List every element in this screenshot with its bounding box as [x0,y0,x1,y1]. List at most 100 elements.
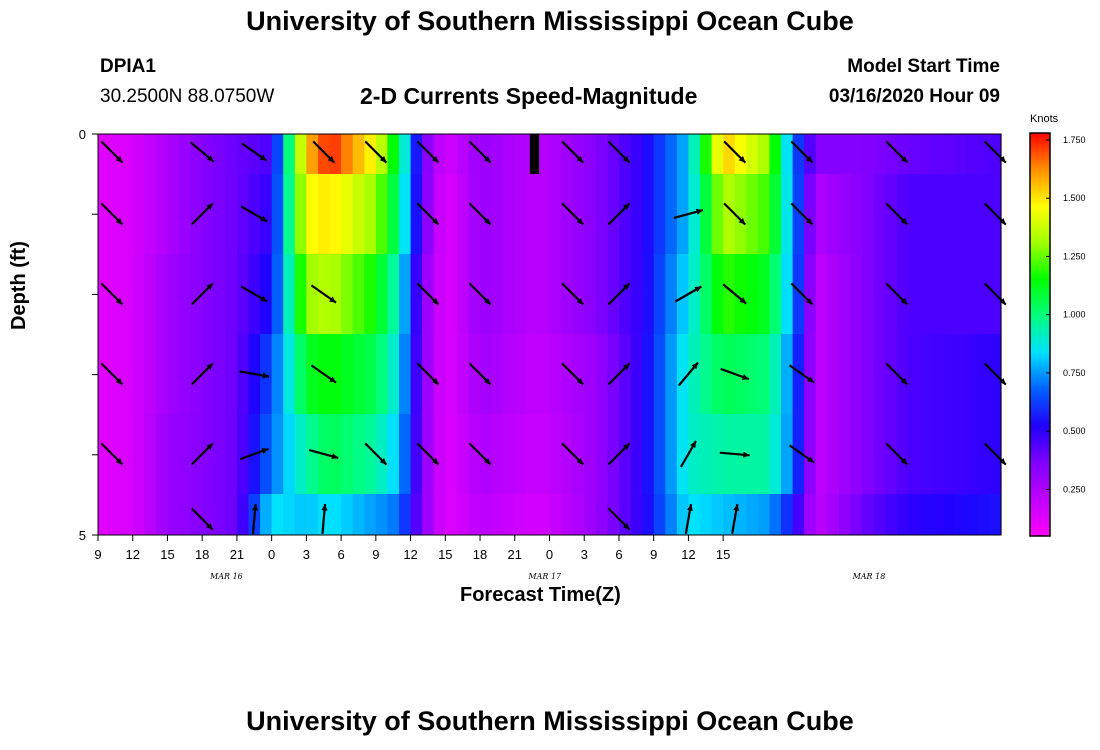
heatmap-cell [838,494,852,535]
heatmap-cell [271,334,284,414]
heatmap-cell [630,174,643,254]
heatmap-cell [445,334,458,414]
station-coords: 30.2500N 88.0750W [100,86,275,107]
heatmap-cell [144,254,157,334]
heatmap-cell [155,414,169,494]
heatmap-cell [862,414,875,494]
current-vector-head [260,295,268,302]
heatmap-cell [225,334,238,414]
heatmap-cell [896,174,909,254]
current-vector-head [261,448,269,454]
heatmap-cell [700,174,713,254]
heatmap-cell [468,254,481,334]
current-vector-head [999,297,1006,305]
current-vector-head [331,453,339,460]
colorbar-tick-label: 0.500 [1063,426,1086,436]
heatmap-cell [480,334,493,414]
heatmap-cell [572,174,585,254]
current-vector-arrow [790,282,814,306]
heatmap-cell [456,414,470,494]
heatmap-cell [954,414,967,494]
heatmap-cell [294,254,307,334]
heatmap-cell [792,174,805,254]
current-vector-arrow [241,142,268,162]
current-vector-arrow [468,362,492,386]
heatmap-cell [537,174,551,254]
heatmap-cell [954,174,967,254]
current-vector-head [206,155,214,162]
heatmap-cell [572,134,585,174]
current-vector-head [900,377,908,385]
heatmap-cell [399,134,412,174]
heatmap-cell [931,254,944,334]
current-vector-arrow [607,282,631,306]
heatmap-cell [873,174,886,254]
heatmap-cell [792,254,805,334]
x-tick-label: 21 [230,547,244,562]
heatmap-cell [850,174,863,254]
heatmap-cell [387,254,400,334]
heatmap-cell [630,414,643,494]
current-vector-arrow [190,202,214,226]
heatmap-cell [804,494,817,535]
heatmap-cell [121,174,134,254]
heatmap-cell [630,254,643,334]
heatmap-cell [260,414,273,494]
heatmap-cell [410,254,423,334]
heatmap-cell [329,334,342,414]
heatmap-cell [155,334,169,414]
heatmap-cell [757,414,771,494]
heatmap-cell [202,134,215,174]
heatmap-cell [179,174,192,254]
heatmap-cell [966,134,979,174]
heatmap-cell [144,414,157,494]
heatmap-cell [352,134,365,174]
colorbar-scale [1029,132,1051,537]
current-vector-head [738,217,746,225]
heatmap-cell [155,254,169,334]
current-vector-head [999,155,1006,163]
heatmap-cell [561,334,574,414]
heatmap-cell [190,254,203,334]
x-tick-label: 9 [650,547,657,562]
heatmap-cell [908,174,921,254]
current-vector-head [115,155,123,163]
heatmap-cell [549,334,562,414]
current-vector-arrow [239,447,269,461]
heatmap-cell [537,334,551,414]
heatmap-cell [676,414,690,494]
heatmap-cell [225,494,238,535]
heatmap-cell [491,414,504,494]
heatmap-cell [236,334,250,414]
heatmap-cell [711,414,724,494]
current-vector-arrow [468,140,492,164]
heatmap-cell [885,494,898,535]
heatmap-cell [700,254,713,334]
heatmap-cell [757,254,771,334]
heatmap-cell [121,414,134,494]
heatmap-cell [653,414,666,494]
heatmap-cell [734,254,747,334]
heatmap-cell [665,334,678,414]
heatmap-cell [526,494,539,535]
heatmap-cell [132,494,145,535]
heatmap-cell [468,494,481,535]
heatmap-cell [260,494,273,535]
current-vector-arrow [416,442,440,466]
current-vector-arrow [468,442,492,466]
heatmap-cell [329,134,342,174]
heatmap-cell [665,174,678,254]
current-vector-head [622,443,630,451]
current-vector-head [999,377,1006,385]
heatmap-cell [676,134,690,174]
current-vector-arrow [416,140,440,164]
heatmap-cell [746,254,759,334]
heatmap-cell [341,134,354,174]
heatmap-cell [155,134,169,174]
heatmap-cell [433,134,446,174]
heatmap-cell [399,494,412,535]
heatmap-cell [480,414,493,494]
heatmap-cell [931,134,944,174]
current-vector-arrow [416,282,440,306]
heatmap-cell [225,134,238,174]
